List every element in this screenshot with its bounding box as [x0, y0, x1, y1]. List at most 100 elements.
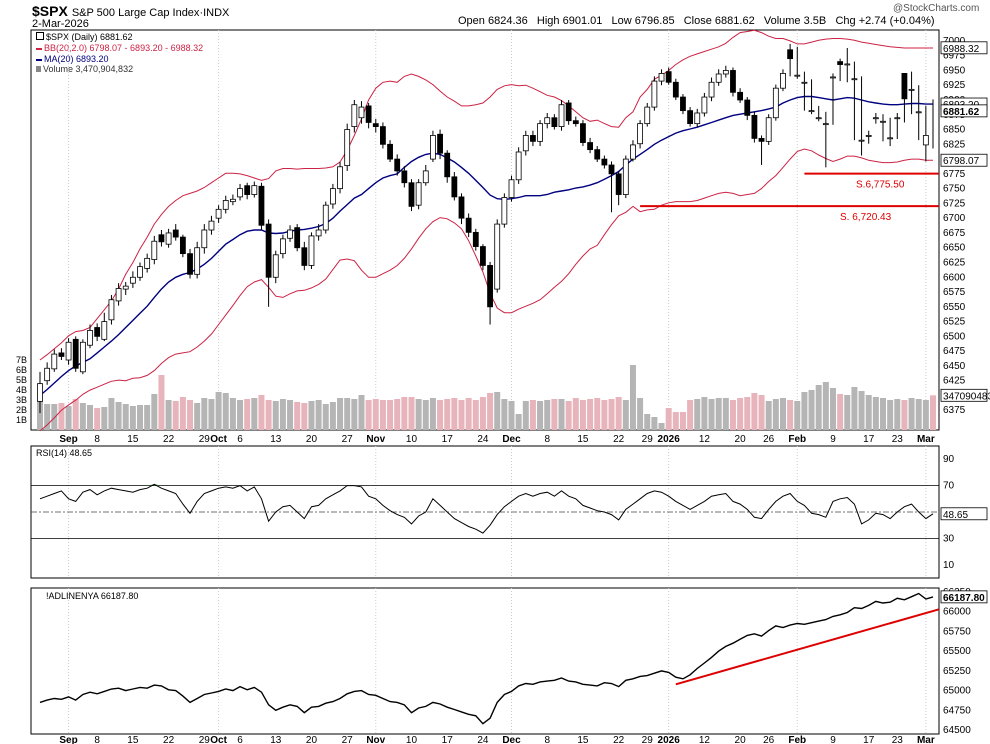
price-tick-label: 6950	[943, 65, 966, 76]
adl-x-label: 15	[577, 735, 589, 744]
candle-body	[865, 135, 872, 137]
volume-bar	[737, 398, 744, 430]
price-x-label: 15	[127, 434, 139, 445]
volume-tick-label: 3B	[16, 395, 27, 405]
candle-body	[394, 158, 401, 172]
candle-body	[244, 185, 251, 195]
candle-body	[915, 111, 922, 114]
watermark: @StockCharts.com	[893, 3, 980, 14]
price-tick-label: 6500	[943, 331, 966, 342]
candle-body	[480, 246, 486, 266]
legend-price: $SPX (Daily) 6881.62	[36, 32, 133, 42]
volume-bar	[501, 399, 508, 430]
price-x-label: Nov	[366, 434, 385, 445]
volume-bar	[415, 399, 422, 430]
candle-body	[301, 247, 308, 266]
volume-bar	[229, 398, 236, 430]
candle-body	[237, 188, 243, 198]
volume-bar	[329, 402, 336, 430]
adl-x-label: Mar	[917, 735, 935, 744]
volume-bar	[265, 400, 272, 430]
candle-body	[837, 61, 844, 65]
candle-body	[751, 114, 758, 139]
volume-bar	[44, 404, 51, 430]
price-tick-label: 6675	[943, 228, 966, 239]
volume-bar	[322, 404, 329, 430]
price-x-label: 20	[735, 434, 747, 445]
volume-bar	[672, 412, 679, 430]
volume-bar	[187, 400, 194, 430]
volume-bar	[51, 404, 58, 430]
volume-bar	[615, 397, 622, 430]
candle-body	[580, 123, 586, 143]
legend-ma: MA(20) 6893.20	[36, 54, 109, 64]
bb-lower-tag: 6798.07	[943, 156, 980, 167]
price-tick-label: 7000	[943, 36, 966, 47]
ohlc-readout: Open 6824.36 High 6901.01 Low 6796.85 Cl…	[458, 15, 935, 27]
volume-bar	[94, 408, 101, 430]
volume-bar	[794, 401, 801, 430]
price-x-label: Mar	[917, 434, 935, 445]
adl-panel-frame	[30, 587, 940, 735]
chart-date: 2-Mar-2026	[32, 18, 89, 30]
adl-tick-label: 65500	[943, 646, 971, 657]
legend-adl: !ADLINENYA 66187.80	[46, 591, 139, 601]
volume-bar	[801, 392, 808, 430]
adl-x-label: 20	[735, 735, 747, 744]
candle-body	[444, 152, 451, 178]
rsi-line	[39, 483, 934, 534]
volume-bar	[115, 402, 122, 430]
candle-body	[51, 353, 58, 370]
price-x-label: 8	[544, 434, 550, 445]
adl-x-label: 8	[94, 735, 100, 744]
volume-bar	[651, 417, 658, 430]
adl-x-label: 12	[699, 735, 711, 744]
price-tick-label: 6700	[943, 213, 966, 224]
volume-bar	[101, 407, 108, 430]
volume-bar	[558, 399, 565, 430]
adl-x-label: 20	[306, 735, 318, 744]
volume-bar	[237, 400, 244, 430]
price-tick-label: 6850	[943, 125, 966, 136]
volume-bar	[308, 401, 315, 430]
volume-tick-label: 2B	[16, 405, 27, 415]
price-tick-label: 6375	[943, 405, 966, 416]
candle-body	[287, 229, 293, 239]
candle-body	[337, 166, 343, 190]
candle-body	[437, 133, 443, 154]
candle-body	[129, 276, 136, 284]
price-tick-label: 6425	[943, 376, 966, 387]
legend-volume: Volume 3,470,904,832	[36, 64, 133, 74]
volume-bar	[930, 395, 936, 430]
rsi-tick-label: 70	[943, 481, 955, 492]
candle-body	[715, 73, 722, 83]
volume-bar	[851, 387, 858, 430]
open-value: 6824.36	[487, 15, 528, 27]
volume-bar	[865, 395, 872, 430]
price-x-label: 10	[406, 434, 418, 445]
volume-bar	[715, 398, 722, 430]
price-tick-label: 6750	[943, 184, 966, 195]
price-tick-label: 6775	[943, 169, 966, 180]
candle-body	[344, 129, 351, 166]
candle-body	[101, 321, 108, 340]
candle-body	[644, 106, 651, 125]
adl-tick-label: 65250	[943, 666, 971, 677]
volume-bar	[887, 400, 894, 430]
candle-body	[37, 383, 43, 402]
volume-bar	[722, 398, 729, 430]
candle-body	[530, 135, 536, 142]
candle-body	[844, 63, 851, 66]
candle-body	[451, 176, 458, 198]
candle-body	[144, 257, 151, 269]
adl-trendline	[675, 608, 940, 686]
volume-bar	[537, 401, 544, 430]
candle-body	[608, 164, 615, 175]
volume-bar	[272, 401, 279, 430]
price-tick-label: 6600	[943, 272, 966, 283]
high-value: 6901.01	[562, 15, 603, 27]
adl-x-label: Nov	[366, 735, 385, 744]
volume-bar	[758, 395, 765, 430]
candle-body	[494, 223, 501, 290]
candle-body	[794, 74, 801, 77]
